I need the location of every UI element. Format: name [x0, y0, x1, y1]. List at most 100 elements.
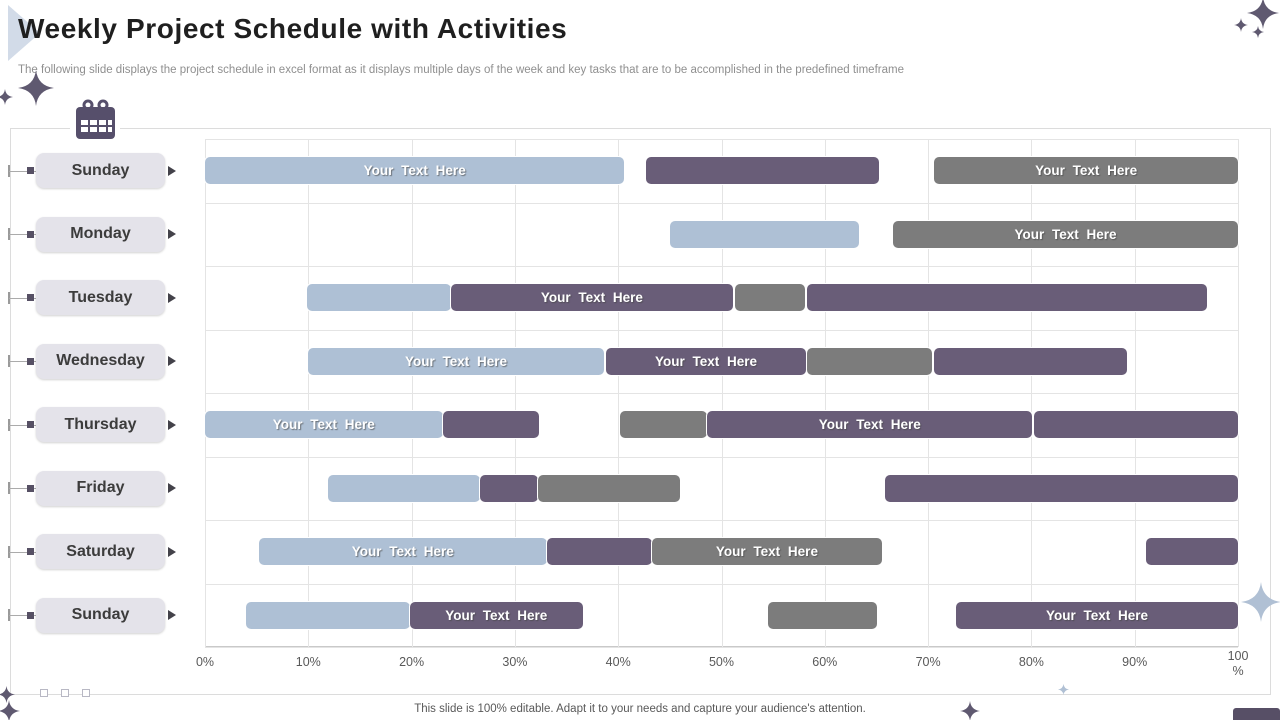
- x-axis-tick: 10%: [295, 655, 321, 669]
- gantt-bar-sunday-purple[interactable]: [646, 157, 879, 185]
- day-label-wednesday-3[interactable]: Wednesday: [36, 343, 165, 379]
- title-accent-triangle-icon: [8, 5, 40, 61]
- gridline-horizontal: [205, 139, 1238, 140]
- page-title: Weekly Project Schedule with Activities: [18, 13, 568, 44]
- sparkle-icon: [0, 700, 20, 720]
- x-axis-tick: 50%: [708, 655, 735, 669]
- sparkle-icon: [1234, 18, 1248, 37]
- gantt-bar-wednesday-blue[interactable]: Your Text Here: [308, 347, 604, 375]
- gantt-bar-label: Your Text Here: [363, 163, 466, 179]
- x-axis-tick: 0%: [195, 655, 215, 669]
- gantt-bar-thursday-purple[interactable]: Your Text Here: [707, 411, 1033, 439]
- row-arrow-icon: [168, 610, 176, 621]
- x-axis-tick: 80%: [1018, 655, 1044, 669]
- row-connector-node: [27, 611, 34, 619]
- row-arrow-icon: [168, 292, 176, 303]
- x-axis-tick: 70%: [915, 655, 941, 669]
- sparkle-icon: [1241, 582, 1280, 627]
- gantt-bar-monday-gray[interactable]: Your Text Here: [892, 220, 1238, 248]
- gantt-bar-thursday-purple[interactable]: [1034, 411, 1238, 439]
- footer-note: This slide is 100% editable. Adapt it to…: [414, 703, 866, 715]
- day-label-thursday-4[interactable]: Thursday: [36, 407, 165, 443]
- gantt-bar-tuesday-blue[interactable]: [307, 284, 451, 312]
- sparkle-icon: [0, 89, 13, 110]
- gantt-bar-sunday-blue[interactable]: Your Text Here: [205, 157, 625, 185]
- frame-handle-square: [40, 689, 48, 697]
- gantt-bar-monday-blue[interactable]: [669, 220, 859, 248]
- gantt-bar-saturday-blue[interactable]: Your Text Here: [258, 538, 547, 566]
- gantt-bar-label: Your Text Here: [654, 353, 757, 369]
- sparkle-icon: [18, 70, 54, 111]
- day-label-monday-1[interactable]: Monday: [36, 216, 165, 252]
- gridline-horizontal: [205, 202, 1238, 204]
- gridline-horizontal: [205, 266, 1238, 267]
- gantt-bar-friday-gray[interactable]: [537, 474, 681, 502]
- frame-handle-square: [82, 689, 90, 697]
- row-connector-node: [27, 167, 34, 175]
- gantt-bar-thursday-gray[interactable]: [620, 411, 708, 439]
- sparkle-icon: [1057, 682, 1069, 700]
- gantt-bar-saturday-purple[interactable]: [1146, 538, 1238, 566]
- gridline-horizontal: [205, 393, 1238, 394]
- row-connector-node: [27, 357, 34, 365]
- row-rail-line: [9, 424, 36, 426]
- row-connector-node: [27, 548, 34, 556]
- row-rail-line: [9, 234, 36, 236]
- gantt-bar-label: Your Text Here: [445, 607, 548, 623]
- gantt-bar-saturday-purple[interactable]: [546, 538, 653, 566]
- gantt-bar-sunday-gray[interactable]: [767, 601, 878, 629]
- gantt-bar-sunday-gray[interactable]: Your Text Here: [934, 157, 1238, 185]
- gantt-bar-thursday-purple[interactable]: [442, 411, 539, 439]
- x-axis-tick: 40%: [605, 655, 631, 669]
- gantt-bar-thursday-blue[interactable]: Your Text Here: [205, 411, 443, 439]
- gantt-bar-label: Your Text Here: [1045, 607, 1148, 623]
- row-rail-line: [9, 170, 36, 172]
- row-rail-line: [9, 361, 36, 363]
- gantt-bar-label: Your Text Here: [1014, 226, 1117, 242]
- sparkle-icon: [960, 701, 980, 720]
- gantt-bar-wednesday-gray[interactable]: [807, 347, 933, 375]
- gantt-bar-label: Your Text Here: [272, 417, 375, 433]
- gantt-bar-tuesday-purple[interactable]: [807, 284, 1207, 312]
- gridline-horizontal: [205, 647, 1238, 648]
- x-axis-tick: 20%: [399, 655, 425, 669]
- gridline-horizontal: [205, 520, 1238, 521]
- gantt-bar-sunday-blue[interactable]: [246, 601, 410, 629]
- row-connector-node: [27, 294, 34, 302]
- sparkle-icon: [0, 685, 15, 708]
- day-label-sunday-0[interactable]: Sunday: [36, 153, 165, 189]
- gantt-bar-friday-purple[interactable]: [884, 474, 1238, 502]
- calendar-icon: [70, 96, 120, 144]
- corner-accent-shape: [1233, 708, 1280, 720]
- gantt-bar-wednesday-purple[interactable]: [934, 347, 1128, 375]
- gantt-bar-tuesday-purple[interactable]: Your Text Here: [450, 284, 733, 312]
- day-label-friday-5[interactable]: Friday: [36, 470, 165, 506]
- gantt-bar-sunday-purple[interactable]: Your Text Here: [409, 601, 584, 629]
- row-arrow-icon: [168, 165, 176, 176]
- x-axis-tick: 60%: [812, 655, 838, 669]
- gantt-bar-label: Your Text Here: [818, 417, 921, 433]
- frame-handle-square: [61, 689, 69, 697]
- row-rail-line: [9, 615, 36, 617]
- day-label-sunday-7[interactable]: Sunday: [36, 597, 165, 633]
- gantt-bar-tuesday-gray[interactable]: [734, 284, 806, 312]
- chart-frame: [10, 128, 1271, 695]
- row-arrow-icon: [168, 229, 176, 240]
- gantt-bar-saturday-gray[interactable]: Your Text Here: [652, 538, 882, 566]
- row-connector-node: [27, 421, 34, 429]
- day-label-tuesday-2[interactable]: Tuesday: [36, 280, 165, 316]
- row-rail-line: [9, 297, 36, 299]
- x-axis-tick: 30%: [502, 655, 528, 669]
- gantt-bar-sunday-purple[interactable]: Your Text Here: [955, 601, 1238, 629]
- gantt-bar-label: Your Text Here: [405, 353, 508, 369]
- row-connector-node: [27, 230, 34, 238]
- gantt-bar-wednesday-purple[interactable]: Your Text Here: [605, 347, 807, 375]
- sparkle-icon: [1247, 0, 1279, 34]
- gantt-bar-friday-blue[interactable]: [327, 474, 480, 502]
- gantt-bar-label: Your Text Here: [540, 290, 643, 306]
- gantt-bar-friday-purple[interactable]: [479, 474, 538, 502]
- sparkle-icon: [1252, 25, 1264, 43]
- row-arrow-icon: [168, 483, 176, 494]
- day-label-saturday-6[interactable]: Saturday: [36, 534, 165, 570]
